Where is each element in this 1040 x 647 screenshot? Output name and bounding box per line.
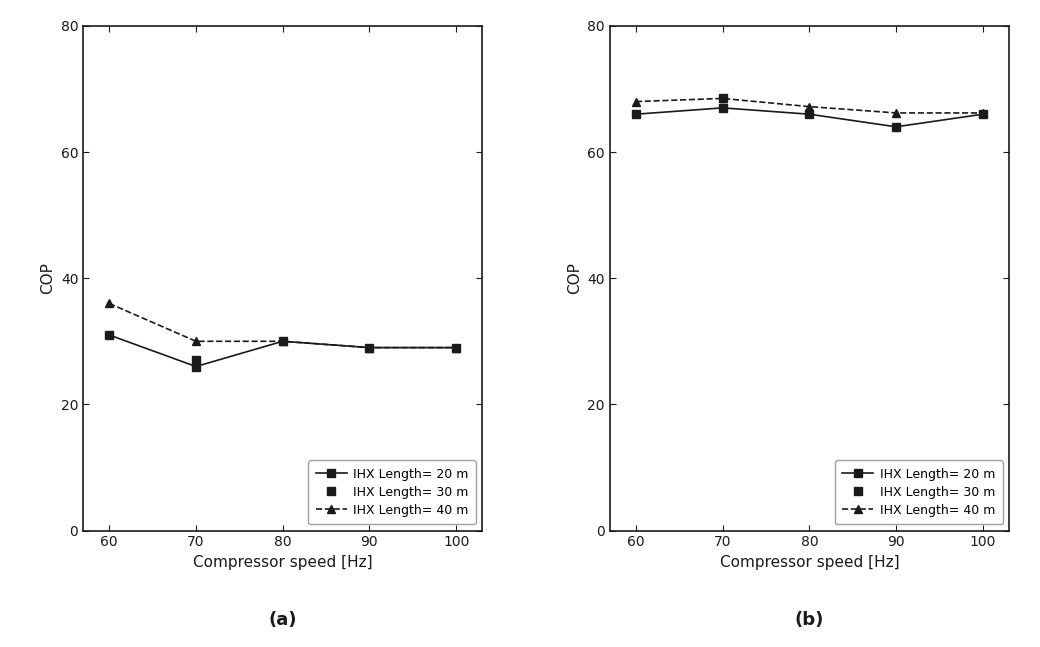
X-axis label: Compressor speed [Hz]: Compressor speed [Hz] xyxy=(720,555,900,570)
X-axis label: Compressor speed [Hz]: Compressor speed [Hz] xyxy=(192,555,372,570)
Y-axis label: COP: COP xyxy=(567,262,581,294)
Legend: IHX Length= 20 m, IHX Length= 30 m, IHX Length= 40 m: IHX Length= 20 m, IHX Length= 30 m, IHX … xyxy=(308,460,476,524)
Text: (a): (a) xyxy=(268,611,297,630)
Y-axis label: COP: COP xyxy=(41,262,55,294)
Text: (b): (b) xyxy=(795,611,824,630)
Legend: IHX Length= 20 m, IHX Length= 30 m, IHX Length= 40 m: IHX Length= 20 m, IHX Length= 30 m, IHX … xyxy=(835,460,1003,524)
